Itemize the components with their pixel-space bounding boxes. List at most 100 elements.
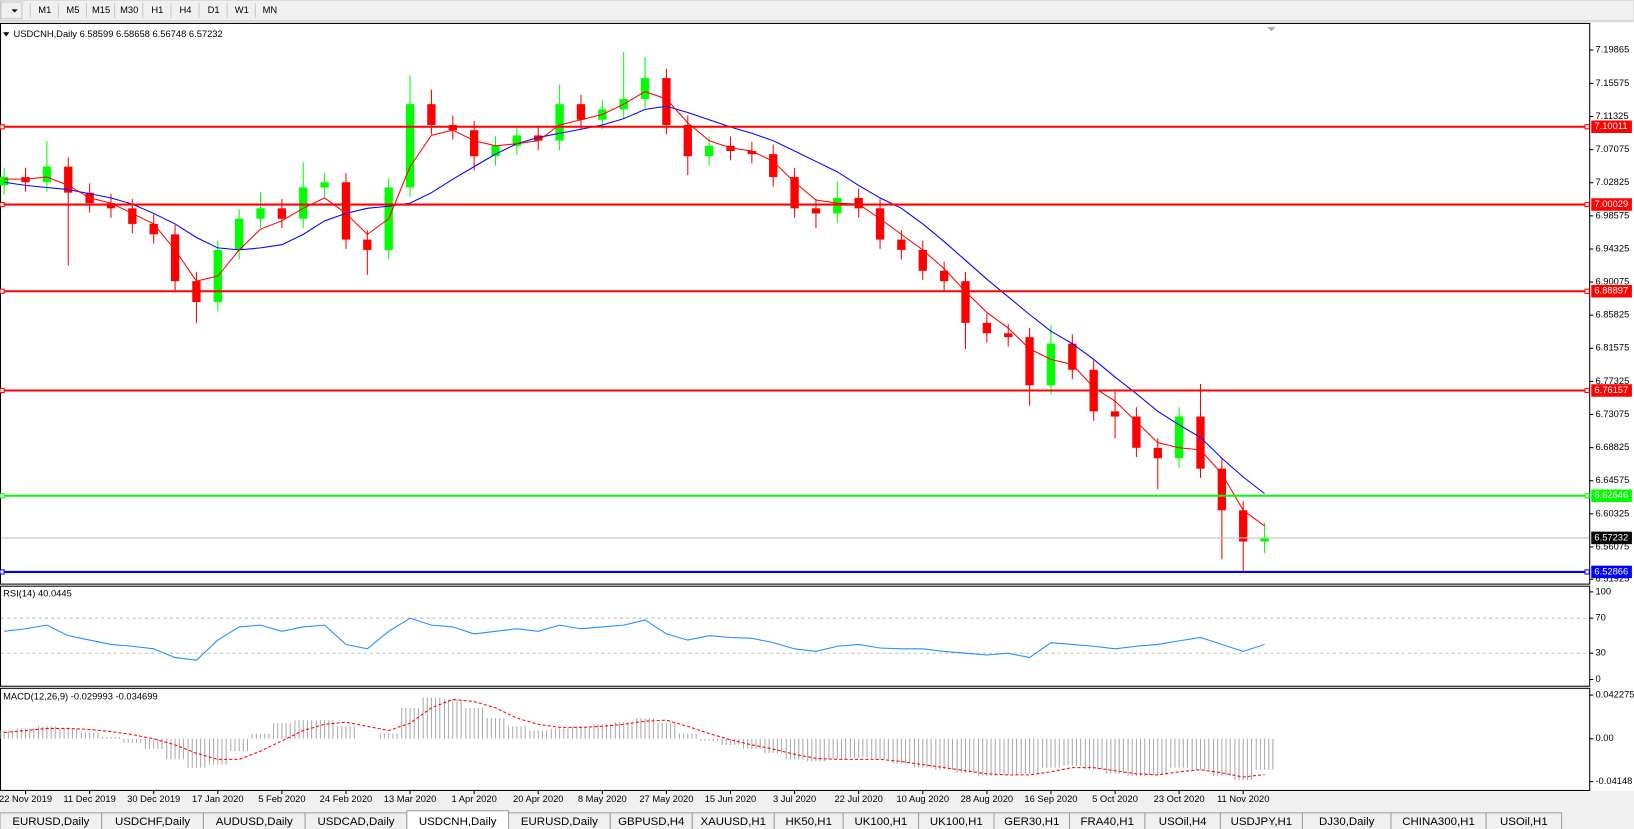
chart-tab-label[interactable]: USDCAD,Daily: [317, 816, 394, 828]
candle-body: [982, 322, 992, 334]
x-tick-label: 5 Oct 2020: [1092, 794, 1138, 804]
chart-tab-label[interactable]: DJ30,Daily: [1319, 816, 1375, 828]
candle-body: [512, 135, 522, 146]
chart-tab-label[interactable]: USDJPY,H1: [1231, 816, 1293, 828]
chart-tab-label[interactable]: GBPUSD,H4: [618, 816, 685, 828]
x-tick-label: 16 Sep 2020: [1024, 794, 1077, 804]
chart-tab-label[interactable]: XAUUSD,H1: [700, 816, 766, 828]
level-label: 7.00029: [1594, 199, 1628, 209]
candle-body: [1046, 343, 1056, 386]
candle-body: [1196, 416, 1205, 469]
y-tick-label: 6.94325: [1595, 243, 1629, 253]
chart-tab-label[interactable]: AUDUSD,Daily: [216, 816, 293, 828]
x-tick-label: 3 Jul 2020: [773, 794, 816, 804]
candle-body: [320, 182, 329, 188]
y-tick-label: 6.90075: [1595, 277, 1629, 287]
timeframe-button[interactable]: W1: [235, 5, 249, 15]
symbol-menu-icon[interactable]: [3, 32, 10, 37]
candle-body: [64, 166, 73, 193]
candle-body: [277, 208, 287, 219]
candle-body: [149, 223, 158, 235]
chart-tab-label[interactable]: CHINA300,H1: [1402, 816, 1475, 828]
y-tick-label: 0: [1595, 674, 1600, 684]
y-tick-label: 7.02825: [1595, 177, 1629, 187]
level-handle[interactable]: [0, 569, 5, 575]
x-tick-label: 5 Feb 2020: [258, 794, 305, 804]
y-tick-label: 7.19865: [1595, 44, 1629, 54]
candle-body: [640, 78, 650, 99]
candle-body: [1068, 343, 1077, 370]
candle-body: [42, 166, 52, 183]
level-handle[interactable]: [1584, 387, 1590, 394]
dropdown-button[interactable]: [0, 1, 23, 20]
chart-tab-label[interactable]: USOil,H4: [1159, 816, 1207, 828]
chart-title: USDCNH,Daily 6.58599 6.58658 6.56748 6.5…: [14, 29, 223, 39]
timeframe-button[interactable]: M15: [92, 5, 110, 15]
candle-body: [897, 239, 906, 250]
level-handle[interactable]: [1584, 288, 1590, 294]
chart-tab-label[interactable]: USDCNH,Daily: [419, 816, 497, 828]
candle-body: [234, 218, 244, 250]
level-label: 6.76157: [1594, 385, 1628, 395]
candle-body: [1217, 468, 1227, 511]
x-tick-label: 20 Apr 2020: [513, 794, 563, 804]
candle-body: [961, 281, 970, 323]
y-tick-label: 6.68825: [1595, 442, 1629, 452]
x-tick-label: 1 Apr 2020: [452, 794, 497, 804]
timeframe-button[interactable]: H1: [151, 5, 163, 15]
level-handle[interactable]: [1584, 124, 1590, 130]
level-handle[interactable]: [0, 201, 5, 208]
level-handle[interactable]: [0, 387, 5, 394]
level-handle[interactable]: [0, 288, 5, 294]
chart-tab-label[interactable]: USOil,H1: [1500, 816, 1548, 828]
chart-tab-label[interactable]: EURUSD,Daily: [521, 816, 598, 828]
x-tick-label: 22 Nov 2019: [0, 794, 52, 804]
candle-body: [21, 177, 30, 183]
candle-body: [1025, 337, 1034, 386]
candle-body: [1153, 447, 1162, 459]
chart-tab-label[interactable]: UK100,H1: [854, 816, 907, 828]
candle-body: [128, 208, 137, 224]
y-tick-label: 70: [1595, 613, 1605, 623]
chart-tab-label[interactable]: FRA40,H1: [1080, 816, 1133, 828]
timeframe-button[interactable]: M30: [120, 5, 138, 15]
timeframe-button[interactable]: D1: [208, 5, 220, 15]
candle-body: [341, 182, 351, 240]
level-label: 6.52866: [1594, 566, 1628, 576]
chart-tab-label[interactable]: GER30,H1: [1004, 816, 1059, 828]
y-tick-label: 100: [1595, 586, 1611, 596]
x-tick-label: 11 Dec 2019: [63, 794, 115, 804]
timeframe-button[interactable]: M5: [66, 5, 79, 15]
rsi-panel: [0, 585, 1591, 687]
timeframe-button[interactable]: MN: [263, 5, 278, 15]
candle-body: [833, 197, 842, 214]
candle-body: [854, 197, 863, 209]
level-handle[interactable]: [1584, 493, 1590, 499]
level-tag: [1591, 489, 1632, 502]
level-handle[interactable]: [1584, 201, 1590, 208]
y-tick-label: 7.07075: [1595, 144, 1629, 154]
rsi-title: RSI(14) 40.0445: [3, 588, 72, 598]
chart-tab-label[interactable]: EURUSD,Daily: [12, 816, 89, 828]
x-tick-label: 24 Feb 2020: [320, 794, 373, 804]
chart-tab-label[interactable]: USDCHF,Daily: [115, 816, 190, 828]
candle-body: [405, 104, 415, 188]
candle-body: [299, 187, 308, 219]
level-handle[interactable]: [0, 493, 5, 499]
y-tick-label: 7.11325: [1595, 111, 1628, 121]
level-label: 6.62646: [1594, 490, 1628, 500]
x-tick-label: 28 Aug 2020: [961, 794, 1014, 804]
chart-tab[interactable]: [1485, 812, 1563, 829]
macd-title: MACD(12,26,9) -0.029993 -0.034699: [3, 692, 158, 702]
timeframe-button[interactable]: H4: [180, 5, 192, 15]
chart-tab-label[interactable]: HK50,H1: [785, 816, 831, 828]
level-handle[interactable]: [0, 124, 5, 130]
rsi-line: [4, 617, 1265, 661]
chart-tab-label[interactable]: UK100,H1: [930, 816, 983, 828]
timeframe-button[interactable]: M1: [38, 5, 51, 15]
candle-body: [1110, 411, 1120, 417]
level-handle[interactable]: [1584, 569, 1590, 575]
current-price-tag: [1591, 531, 1632, 545]
x-tick-label: 30 Dec 2019: [127, 794, 180, 804]
